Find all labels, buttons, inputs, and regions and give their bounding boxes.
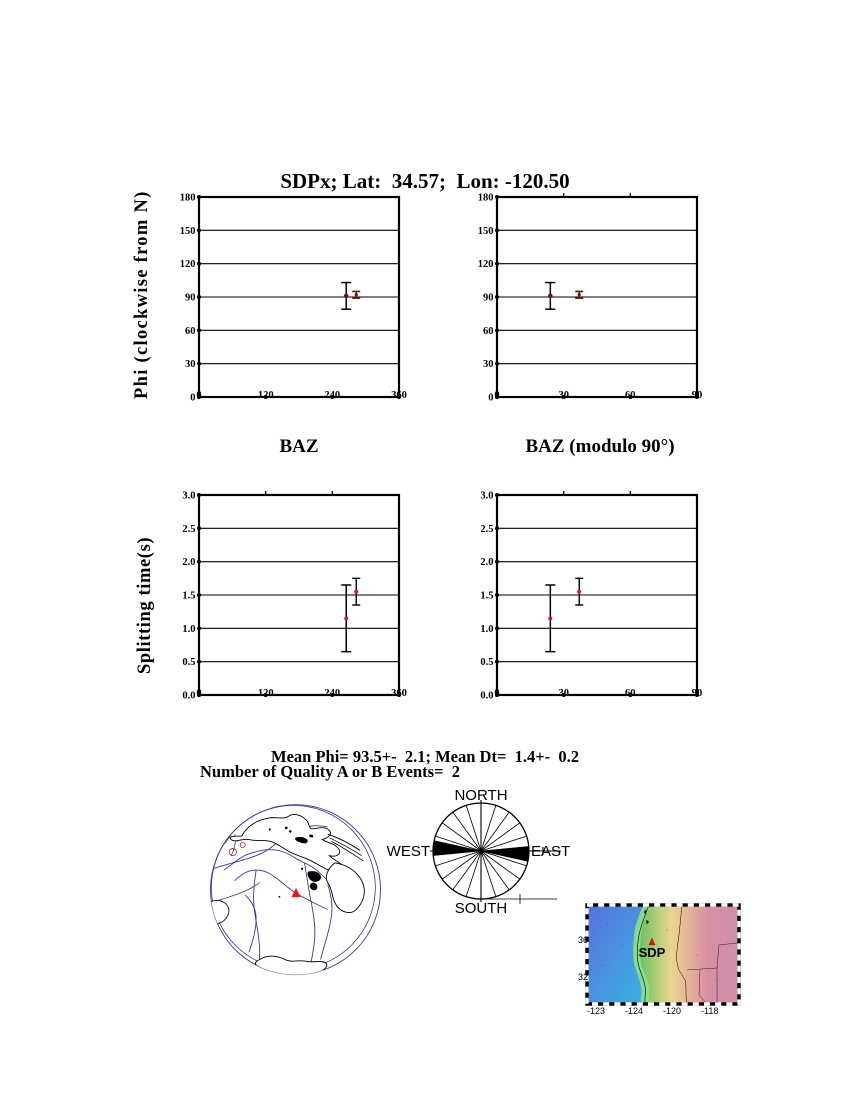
svg-text:1.5: 1.5 xyxy=(480,591,493,602)
svg-text:1.5: 1.5 xyxy=(182,591,195,602)
svg-text:150: 150 xyxy=(478,226,494,237)
svg-text:0: 0 xyxy=(488,393,493,404)
svg-text:2.5: 2.5 xyxy=(480,524,493,535)
svg-text:30: 30 xyxy=(185,359,196,370)
svg-text:1.0: 1.0 xyxy=(480,624,493,635)
svg-text:120: 120 xyxy=(478,259,494,270)
svg-text:120: 120 xyxy=(180,259,196,270)
svg-text:90: 90 xyxy=(483,293,494,304)
svg-text:0.0: 0.0 xyxy=(480,691,493,702)
svg-text:60: 60 xyxy=(483,326,494,337)
svg-text:150: 150 xyxy=(180,226,196,237)
svg-text:60: 60 xyxy=(185,326,196,337)
svg-text:30: 30 xyxy=(483,359,494,370)
svg-text:3.0: 3.0 xyxy=(182,491,195,502)
svg-text:2.5: 2.5 xyxy=(182,524,195,535)
svg-text:0: 0 xyxy=(190,393,195,404)
svg-text:180: 180 xyxy=(180,193,196,204)
svg-text:0.5: 0.5 xyxy=(480,657,493,668)
svg-text:SDP: SDP xyxy=(639,945,666,960)
svg-text:180: 180 xyxy=(478,193,494,204)
svg-text:3.0: 3.0 xyxy=(480,491,493,502)
svg-text:2.0: 2.0 xyxy=(182,557,195,568)
svg-text:0.5: 0.5 xyxy=(182,657,195,668)
svg-text:90: 90 xyxy=(185,293,196,304)
svg-text:1.0: 1.0 xyxy=(182,624,195,635)
svg-text:0.0: 0.0 xyxy=(182,691,195,702)
svg-text:2.0: 2.0 xyxy=(480,557,493,568)
